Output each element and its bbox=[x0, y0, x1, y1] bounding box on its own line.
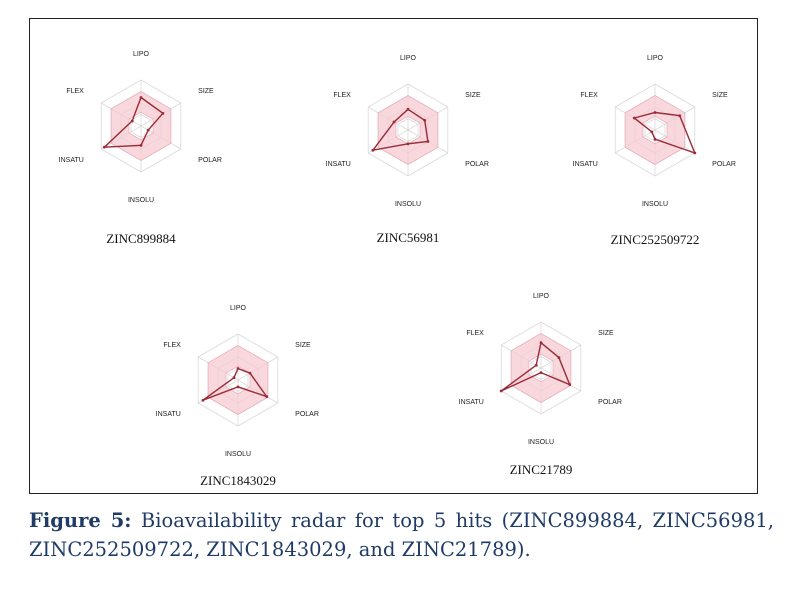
axis-label-insolu: INSOLU bbox=[642, 201, 668, 208]
data-point-insolu bbox=[539, 371, 543, 374]
axis-label-insatu: INSATU bbox=[326, 161, 351, 168]
data-point-polar bbox=[568, 383, 572, 386]
data-point-polar bbox=[265, 395, 269, 398]
axis-label-lipo: LIPO bbox=[400, 55, 417, 62]
data-point-insatu bbox=[371, 148, 375, 152]
axis-label-size: SIZE bbox=[295, 342, 311, 349]
data-point-size bbox=[248, 371, 252, 375]
data-point-polar bbox=[426, 140, 430, 143]
data-point-insolu bbox=[236, 385, 240, 389]
data-point-insatu bbox=[201, 398, 205, 402]
optimal-range-band bbox=[624, 95, 686, 165]
data-point-insatu bbox=[102, 145, 106, 149]
data-point-lipo bbox=[139, 96, 143, 99]
axis-label-polar: POLAR bbox=[465, 161, 489, 168]
radar-chart-1: LIPO SIZE POLAR INSOLU INSATU FLEX ZINC899884 bbox=[59, 51, 222, 246]
data-point-lipo bbox=[236, 367, 240, 370]
axis-label-polar: POLAR bbox=[712, 161, 736, 168]
axis-label-insatu: INSATU bbox=[573, 161, 598, 168]
compound-label: ZINC252509722 bbox=[611, 232, 700, 247]
axis-label-insolu: INSOLU bbox=[225, 451, 251, 458]
axis-label-insolu: INSOLU bbox=[528, 439, 554, 446]
axis-label-polar: POLAR bbox=[198, 157, 222, 164]
optimal-range-band bbox=[377, 95, 439, 165]
axis-label-lipo: LIPO bbox=[230, 305, 247, 312]
data-point-insatu bbox=[650, 130, 654, 134]
axis-label-insolu: INSOLU bbox=[128, 197, 154, 204]
axis-label-polar: POLAR bbox=[598, 399, 622, 406]
compound-label: ZINC21789 bbox=[510, 462, 573, 477]
data-point-polar bbox=[693, 151, 697, 155]
axis-label-insolu: INSOLU bbox=[395, 201, 421, 208]
axis-label-size: SIZE bbox=[712, 92, 728, 99]
data-point-flex bbox=[392, 120, 396, 124]
figure-label: Figure 5: bbox=[29, 509, 132, 532]
data-point-insolu bbox=[139, 143, 143, 147]
axis-label-polar: POLAR bbox=[295, 411, 319, 418]
data-point-lipo bbox=[539, 341, 543, 345]
data-point-lipo bbox=[406, 107, 410, 111]
axis-label-flex: FLEX bbox=[66, 88, 84, 95]
data-point-flex bbox=[534, 363, 538, 367]
axis-label-flex: FLEX bbox=[163, 342, 181, 349]
axis-label-flex: FLEX bbox=[466, 330, 484, 337]
data-point-insatu bbox=[499, 389, 503, 393]
data-point-size bbox=[161, 111, 165, 115]
axis-label-lipo: LIPO bbox=[647, 55, 664, 62]
figure-caption: Figure 5: Bioavailability radar for top … bbox=[29, 506, 774, 564]
axis-label-insatu: INSATU bbox=[459, 399, 484, 406]
data-point-lipo bbox=[653, 111, 657, 114]
data-point-polar bbox=[146, 128, 150, 132]
axis-label-size: SIZE bbox=[198, 88, 214, 95]
data-point-size bbox=[423, 118, 427, 122]
compound-label: ZINC899884 bbox=[106, 231, 176, 246]
data-point-flex bbox=[130, 119, 134, 123]
radar-charts: LIPOSIZEPOLARINSOLUINSATUFLEXZINC899884L… bbox=[59, 51, 736, 488]
radar-chart-3: LIPO SIZE POLAR INSOLU INSATU FLEX ZINC2525097… bbox=[573, 55, 736, 247]
radar-chart-2: LIPO SIZE POLAR INSOLU INSATU FLEX ZINC56981 bbox=[326, 55, 489, 245]
axis-label-size: SIZE bbox=[465, 92, 481, 99]
axis-label-insatu: INSATU bbox=[59, 157, 84, 164]
data-point-size bbox=[678, 114, 682, 118]
data-point-insolu bbox=[406, 142, 410, 146]
compound-label: ZINC56981 bbox=[377, 230, 440, 245]
compound-label: ZINC1843029 bbox=[200, 473, 276, 488]
data-point-insolu bbox=[653, 137, 657, 141]
data-point-flex bbox=[632, 116, 636, 120]
optimal-range-band bbox=[207, 345, 269, 415]
data-point-flex bbox=[232, 376, 236, 380]
data-point-size bbox=[557, 356, 561, 360]
axis-label-insatu: INSATU bbox=[156, 411, 181, 418]
axis-label-size: SIZE bbox=[598, 330, 614, 337]
radar-chart-4: LIPO SIZE POLAR INSOLU INSATU FLEX ZINC1843029 bbox=[156, 305, 319, 488]
radar-chart-5: LIPO SIZE POLAR INSOLU INSATU FLEX ZINC21789 bbox=[459, 293, 622, 477]
axis-label-lipo: LIPO bbox=[533, 293, 550, 300]
optimal-range-band bbox=[510, 333, 572, 403]
axis-label-lipo: LIPO bbox=[133, 51, 150, 58]
axis-label-flex: FLEX bbox=[333, 92, 351, 99]
caption-text: Bioavailability radar for top 5 hits (ZI… bbox=[29, 509, 774, 561]
axis-label-flex: FLEX bbox=[580, 92, 598, 99]
